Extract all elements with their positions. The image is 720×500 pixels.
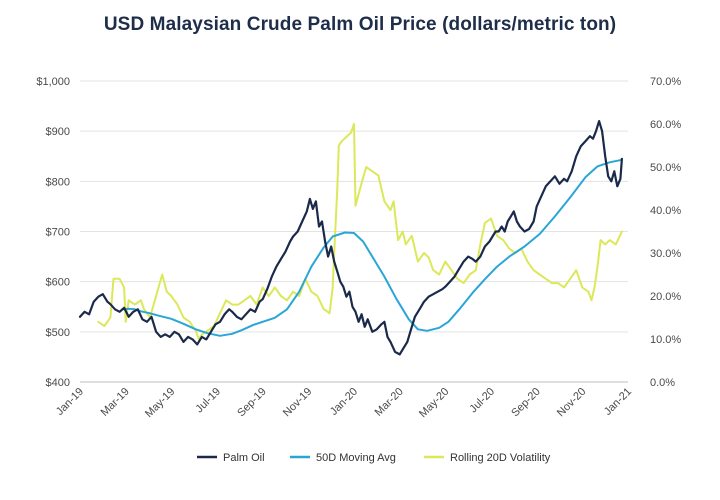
chart-title: USD Malaysian Crude Palm Oil Price (doll… bbox=[103, 14, 617, 35]
series-line-palm-oil bbox=[78, 120, 623, 356]
y-right-tick-label: 50.0% bbox=[650, 162, 681, 174]
legend-label: Rolling 20D Volatility bbox=[450, 452, 551, 464]
y-right-tick-label: 60.0% bbox=[650, 119, 681, 131]
y-right-axis: 0.0% 10.0% 20.0% 30.0% 40.0% 50.0% 60.0% 70.0% bbox=[650, 76, 681, 389]
y-left-tick-label: $900 bbox=[46, 126, 70, 138]
x-tick-label: May-20 bbox=[417, 386, 451, 420]
y-right-tick-label: 0.0% bbox=[650, 377, 675, 389]
series-line-50d-moving-avg bbox=[121, 158, 623, 337]
y-left-tick-label: $500 bbox=[46, 327, 70, 339]
y-right-tick-label: 40.0% bbox=[650, 205, 681, 217]
x-axis: Jan-19 Mar-19 May-19 Jul-19 Sep-19 Nov-19 Jan-… bbox=[54, 386, 634, 420]
y-right-tick-label: 30.0% bbox=[650, 248, 681, 260]
legend-label: 50D Moving Avg bbox=[316, 452, 396, 464]
x-tick-label: Mar-19 bbox=[99, 386, 132, 419]
y-left-axis: $400 $500 $600 $700 $800 $900 $1,000 bbox=[36, 76, 70, 389]
x-tick-label: Jan-19 bbox=[54, 386, 86, 418]
series-layer bbox=[78, 120, 623, 356]
y-left-tick-label: $1,000 bbox=[36, 76, 70, 88]
x-tick-label: Sep-19 bbox=[235, 386, 269, 420]
x-tick-label: Jan-21 bbox=[602, 386, 634, 418]
x-tick-label: Mar-20 bbox=[373, 386, 406, 419]
gridlines bbox=[80, 80, 628, 383]
x-tick-label: Jul-19 bbox=[193, 386, 223, 416]
y-left-tick-label: $400 bbox=[46, 377, 70, 389]
y-right-tick-label: 10.0% bbox=[650, 334, 681, 346]
legend-label: Palm Oil bbox=[223, 452, 265, 464]
legend: Palm Oil 50D Moving Avg Rolling 20D Volati… bbox=[197, 452, 551, 464]
x-tick-label: Jul-20 bbox=[467, 386, 497, 416]
y-left-tick-label: $600 bbox=[46, 277, 70, 289]
y-right-tick-label: 20.0% bbox=[650, 291, 681, 303]
y-left-tick-label: $800 bbox=[46, 176, 70, 188]
y-left-tick-label: $700 bbox=[46, 227, 70, 239]
x-tick-label: Jan-20 bbox=[328, 386, 360, 418]
series-line-rolling-20d-volatility bbox=[97, 123, 623, 340]
y-right-tick-label: 70.0% bbox=[650, 76, 681, 88]
x-tick-label: Nov-20 bbox=[555, 386, 589, 420]
x-tick-label: Nov-19 bbox=[281, 386, 315, 420]
x-tick-label: Sep-20 bbox=[509, 386, 543, 420]
x-tick-label: May-19 bbox=[143, 386, 177, 420]
